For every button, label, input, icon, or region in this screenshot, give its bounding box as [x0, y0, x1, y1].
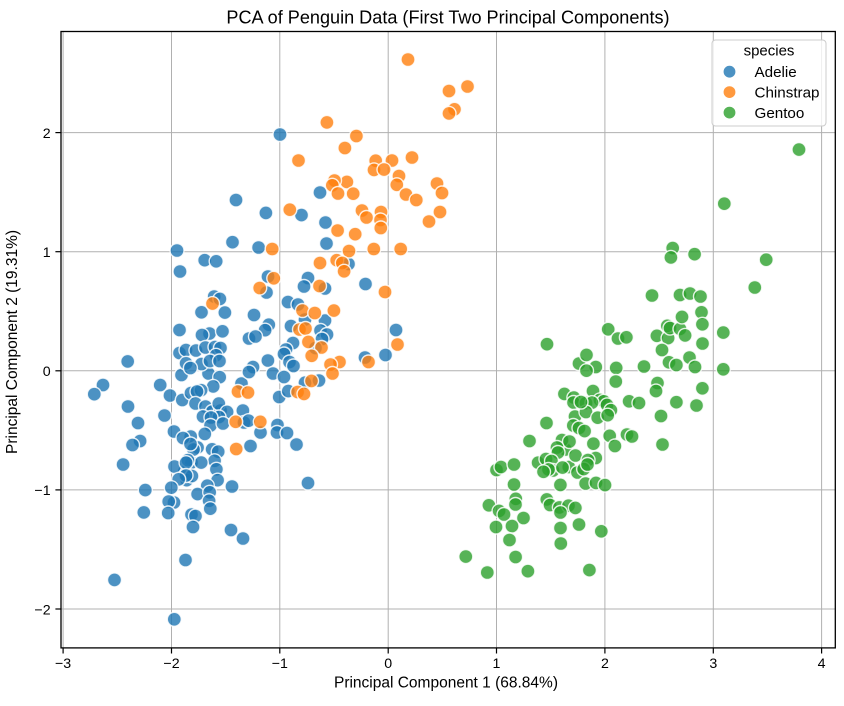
svg-text:species: species: [744, 43, 795, 60]
svg-text:PCA of Penguin Data (First Two: PCA of Penguin Data (First Two Principal…: [226, 8, 669, 28]
svg-text:Chinstrap: Chinstrap: [755, 85, 820, 102]
svg-text:−2: −2: [163, 656, 179, 672]
svg-text:Principal Component 1 (68.84%): Principal Component 1 (68.84%): [334, 675, 558, 692]
svg-text:−1: −1: [34, 483, 50, 499]
svg-text:−3: −3: [55, 656, 71, 672]
svg-text:Gentoo: Gentoo: [755, 105, 805, 122]
svg-text:Principal Component 2 (19.31%): Principal Component 2 (19.31%): [4, 230, 21, 454]
svg-text:Adelie: Adelie: [755, 64, 797, 81]
svg-text:2: 2: [43, 126, 51, 142]
svg-text:3: 3: [709, 656, 717, 672]
svg-text:−1: −1: [272, 656, 288, 672]
svg-text:4: 4: [818, 656, 826, 672]
svg-text:1: 1: [493, 656, 501, 672]
svg-text:−2: −2: [34, 602, 50, 618]
svg-text:0: 0: [384, 656, 392, 672]
svg-text:0: 0: [43, 364, 51, 380]
svg-text:1: 1: [43, 245, 51, 261]
svg-text:2: 2: [601, 656, 609, 672]
